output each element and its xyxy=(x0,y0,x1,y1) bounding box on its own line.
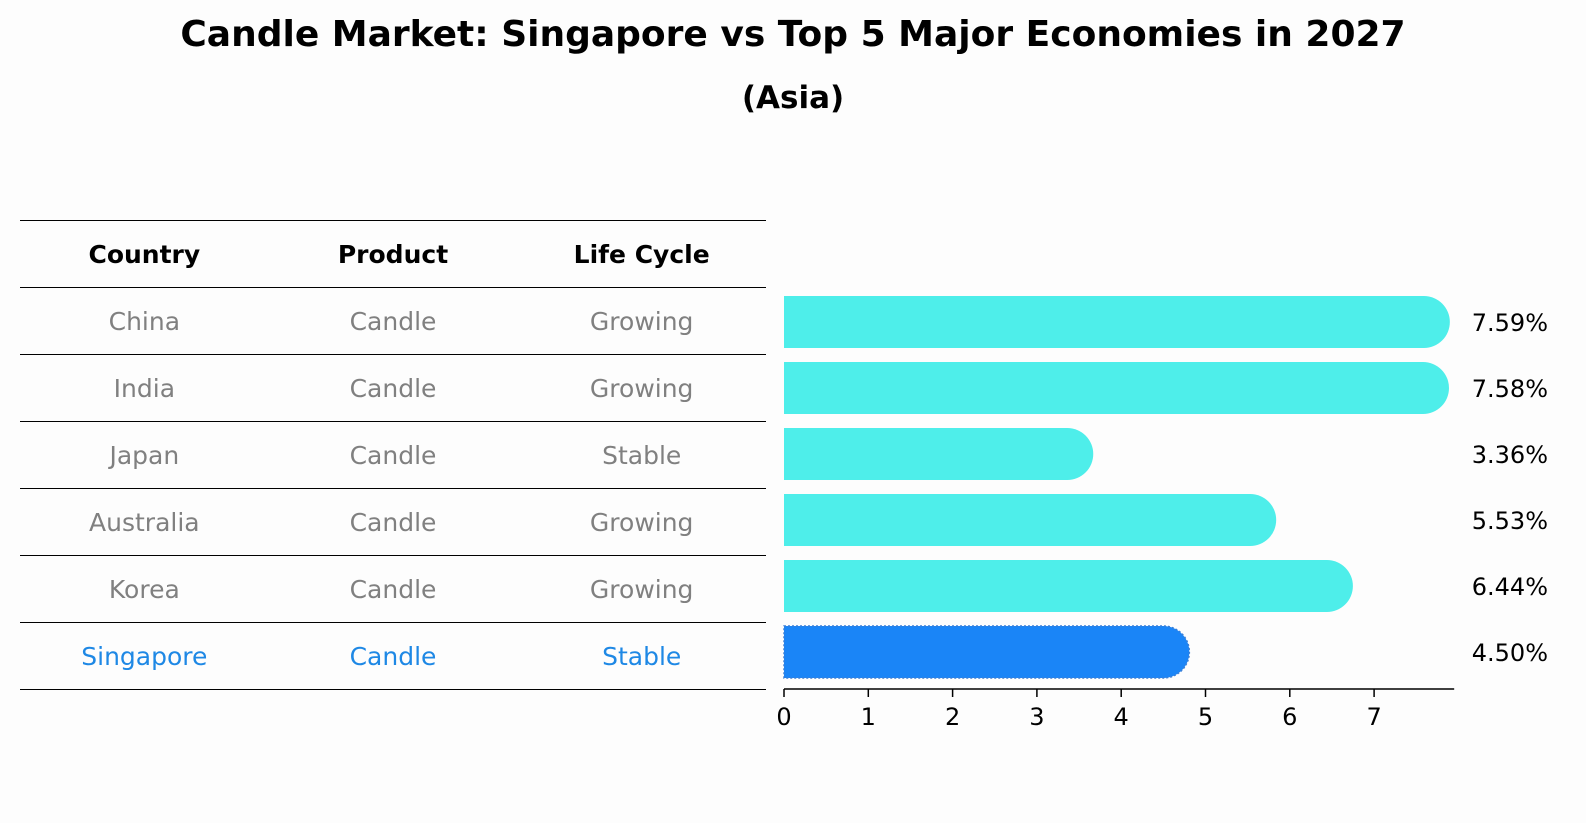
column-header-product: Product xyxy=(337,239,449,269)
chart-subtitle: (Asia) xyxy=(741,80,845,116)
cell-life-cycle: Growing xyxy=(589,306,694,336)
cell-product: Candle xyxy=(349,507,437,537)
table-row: India Candle Growing xyxy=(20,355,766,422)
value-label-korea: 6.44% xyxy=(1472,573,1548,601)
table-row: Korea Candle Growing xyxy=(20,556,766,623)
cell-life-cycle: Growing xyxy=(589,507,694,537)
x-tick-label: 2 xyxy=(945,703,960,731)
x-tick-label: 1 xyxy=(861,703,876,731)
x-tick-label: 0 xyxy=(776,703,791,731)
table-row: Australia Candle Growing xyxy=(20,489,766,556)
bar-japan xyxy=(784,428,1094,480)
value-label-japan: 3.36% xyxy=(1472,441,1548,469)
x-tick-label: 7 xyxy=(1366,703,1381,731)
column-header-country: Country xyxy=(88,239,201,269)
table-row-highlighted: Singapore Candle Stable xyxy=(20,623,766,690)
bar-india xyxy=(784,362,1449,414)
table-header-row: Country Product Life Cycle xyxy=(20,220,766,288)
column-header-life-cycle: Life Cycle xyxy=(573,239,710,269)
table-row: Japan Candle Stable xyxy=(20,422,766,489)
cell-life-cycle: Growing xyxy=(589,373,694,403)
bar-australia xyxy=(784,494,1277,546)
cell-country: India xyxy=(113,373,176,403)
cell-product: Candle xyxy=(349,373,437,403)
bar-china xyxy=(784,296,1450,348)
cell-product: Candle xyxy=(349,306,437,336)
x-tick-label: 5 xyxy=(1198,703,1213,731)
cell-life-cycle: Stable xyxy=(602,440,682,470)
chart-title: Candle Market: Singapore vs Top 5 Major … xyxy=(180,14,1406,55)
x-tick-label: 3 xyxy=(1029,703,1044,731)
cell-country: China xyxy=(108,306,181,336)
cell-product: Candle xyxy=(349,574,437,604)
data-table: Country Product Life Cycle China Candle … xyxy=(20,220,766,690)
x-tick-label: 6 xyxy=(1282,703,1297,731)
cell-country: Japan xyxy=(109,440,180,470)
cell-country: Korea xyxy=(108,574,180,604)
cell-life-cycle: Growing xyxy=(589,574,694,604)
cell-country: Australia xyxy=(89,507,200,537)
table-row: China Candle Growing xyxy=(20,288,766,355)
bar-singapore xyxy=(783,625,1191,679)
value-label-china: 7.59% xyxy=(1472,309,1548,337)
value-label-india: 7.58% xyxy=(1472,375,1548,403)
cell-country: Singapore xyxy=(81,641,208,671)
value-label-singapore: 4.50% xyxy=(1472,639,1548,667)
x-tick-label: 4 xyxy=(1114,703,1129,731)
cell-product: Candle xyxy=(349,440,437,470)
value-label-australia: 5.53% xyxy=(1472,507,1548,535)
cell-product: Candle xyxy=(349,641,437,671)
bar-korea xyxy=(784,560,1353,612)
cell-life-cycle: Stable xyxy=(602,641,682,671)
